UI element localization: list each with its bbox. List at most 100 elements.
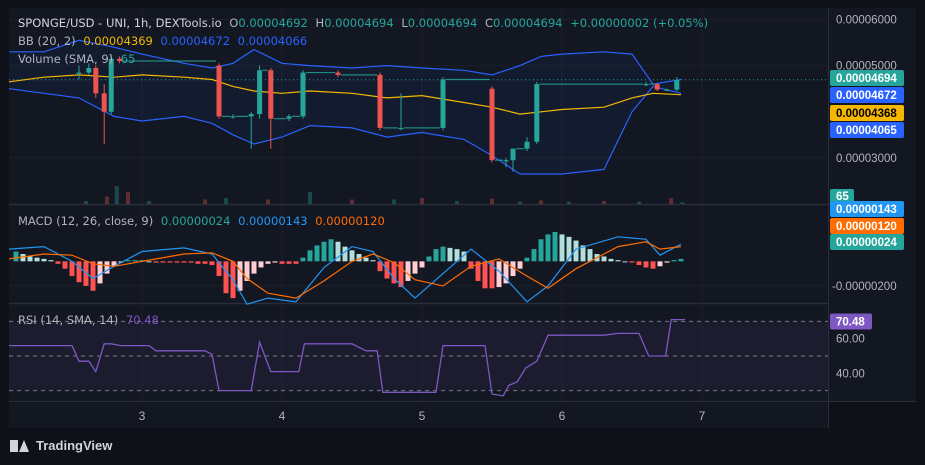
volume-bar (420, 198, 424, 204)
volume-bar (308, 192, 312, 204)
macd-histogram-bar (13, 251, 19, 262)
candle-body (117, 58, 123, 62)
candle-body (440, 79, 446, 128)
time-axis[interactable] (9, 402, 828, 428)
time-tick-label: 6 (559, 409, 566, 423)
candle-body (534, 84, 540, 142)
macd-histogram-bar (405, 261, 411, 281)
macd-histogram-bar (181, 261, 187, 263)
macd-histogram-bar (174, 261, 180, 263)
volume-bar (518, 201, 522, 204)
rsi-pane[interactable] (9, 304, 828, 401)
macd-histogram-bar (587, 249, 593, 262)
macd-line (8, 236, 682, 305)
candle-body (248, 114, 254, 117)
candle-body (664, 89, 670, 91)
candle-body (335, 72, 341, 75)
macd-histogram-bar (146, 261, 152, 263)
macd-badge-label: 0.00000024 (836, 237, 897, 249)
volume-bar (567, 201, 571, 204)
macd-histogram-bar (160, 261, 166, 263)
candle-body (93, 67, 99, 94)
macd-histogram-bar (104, 261, 110, 274)
macd-histogram-bar (538, 239, 544, 262)
tradingview-footer[interactable]: TradingView (10, 438, 112, 453)
rsi-legend: RSI (14, SMA, 14) 70.48 (18, 313, 163, 327)
volume-value: 65 (120, 52, 136, 66)
symbol-title[interactable]: SPONGE/USD - UNI, 1h, DEXTools.io (18, 16, 222, 30)
macd-histogram-bar (363, 257, 369, 262)
macd-histogram-bar (573, 240, 579, 262)
macd-histogram-bar (496, 261, 502, 288)
macd-histogram-bar (545, 234, 551, 262)
high-label: H (315, 16, 325, 30)
macd-histogram-bar (629, 261, 635, 263)
candle-body (268, 70, 274, 119)
macd-histogram-bar (20, 254, 26, 262)
high-value: 0.00004694 (324, 16, 394, 30)
macd-histogram-bar (314, 245, 320, 262)
macd-histogram-bar (671, 260, 677, 262)
volume-bar (455, 201, 459, 204)
macd-legend: MACD (12, 26, close, 9) 0.00000024 0.000… (18, 214, 389, 228)
rsi-badge (830, 313, 872, 330)
candle-body (377, 74, 383, 128)
bb-basis-line (8, 74, 682, 115)
price-badge (830, 122, 904, 138)
open-value: 0.00004692 (238, 16, 308, 30)
volume-bar (203, 199, 207, 204)
macd-histogram-bar (608, 258, 614, 262)
volume-bar (392, 199, 396, 204)
macd-histogram-bar (615, 260, 621, 262)
macd-histogram-bar (265, 261, 271, 264)
axis-labels: 3 4 5 6 7 0.00006000 0.00005000 0.00003000 -0.00… (139, 15, 904, 423)
macd-histogram-bar (517, 261, 523, 269)
macd-histogram-bar (377, 261, 383, 272)
macd-histogram-bar (83, 261, 89, 286)
macd-signal-value: 0.00000120 (315, 214, 385, 228)
macd-histogram-bar (531, 249, 537, 262)
macd-tick-label: -0.00000200 (832, 281, 897, 293)
candle-body (674, 79, 680, 90)
macd-histogram-bar (524, 257, 530, 262)
macd-histogram-bar (412, 261, 418, 274)
volume-bar (114, 186, 119, 204)
rsi-badge-label: 70.48 (836, 316, 865, 328)
bb-upper-line (9, 39, 682, 85)
macd-line-value: 0.00000143 (238, 214, 308, 228)
macd-histogram-bar (307, 250, 313, 262)
price-badge-label: 0.00004368 (836, 108, 897, 120)
price-badge (830, 70, 904, 86)
macd-histogram-bar (76, 261, 82, 283)
candle-body (76, 72, 82, 74)
time-tick-label: 4 (279, 409, 286, 423)
macd-histogram-bar (601, 256, 607, 262)
macd-histogram-bar (328, 239, 334, 262)
macd-histogram-bar (27, 256, 33, 262)
price-tick-label: 0.00005000 (836, 61, 897, 73)
price-pane[interactable] (9, 8, 828, 204)
volume-bar (669, 198, 674, 204)
macd-histogram-bar (300, 257, 306, 262)
volume-legend: Volume (SMA, 9) 65 (18, 52, 139, 66)
macd-histogram-bar (650, 261, 656, 269)
macd-badge (830, 201, 904, 217)
macd-histogram-bar (48, 260, 54, 262)
macd-histogram-bar (356, 254, 362, 262)
volume-badge (830, 189, 854, 204)
candle-body (286, 116, 292, 119)
macd-plot (8, 231, 684, 305)
macd-histogram-bar (34, 257, 40, 262)
candle-body (101, 93, 107, 112)
macd-histogram-bar (503, 261, 509, 284)
macd-pane[interactable] (9, 205, 828, 303)
price-tick-label: 0.00003000 (836, 153, 897, 165)
macd-histogram-bar (440, 246, 446, 262)
macd-histogram-bar (111, 261, 117, 267)
bb-label[interactable]: BB (20, 2) (18, 34, 76, 48)
macd-label[interactable]: MACD (12, 26, close, 9) (18, 214, 154, 228)
rsi-label[interactable]: RSI (14, SMA, 14) (18, 313, 119, 327)
candle-body (86, 67, 92, 73)
volume-label[interactable]: Volume (SMA, 9) (18, 52, 114, 66)
